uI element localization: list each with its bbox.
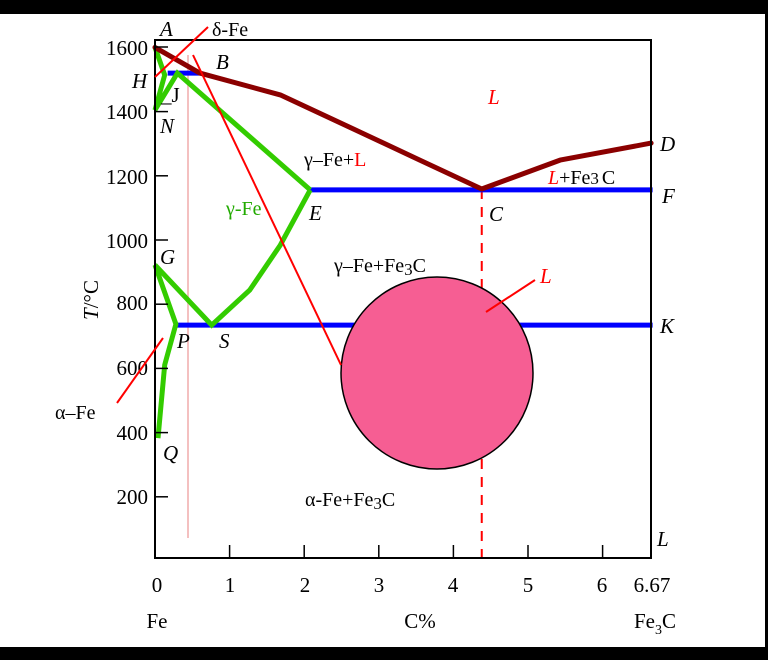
x-tick-label: 6.67 xyxy=(634,573,671,597)
point-N: N xyxy=(159,114,175,138)
point-H: H xyxy=(131,69,149,93)
y-tick-labels: 1600 1400 1200 1000 800 600 400 200 xyxy=(106,36,148,509)
point-L: L xyxy=(656,527,669,551)
x-tick-label: 3 xyxy=(374,573,385,597)
point-E: E xyxy=(308,201,322,225)
point-G: G xyxy=(160,245,175,269)
y-tick-label: 800 xyxy=(117,291,149,315)
point-J: _J xyxy=(160,83,180,107)
phase-alpha-plus-cementite: α-Fe+Fe3C xyxy=(305,489,395,513)
point-Q: Q xyxy=(163,441,178,465)
phase-gamma-fe: γ-Fe xyxy=(225,198,262,220)
plot-frame xyxy=(154,39,652,559)
x-tick-label: 1 xyxy=(225,573,236,597)
point-F: F xyxy=(661,184,675,208)
phase-delta-fe: δ-Fe xyxy=(212,19,248,41)
right-border xyxy=(765,0,768,660)
y-tick-label: 1000 xyxy=(106,229,148,253)
alpha-fe-pointer xyxy=(116,337,164,404)
magnified-liquid-label: L xyxy=(539,264,552,288)
point-labels: A H _J B N D F C E G P S K Q L xyxy=(131,17,675,551)
point-A: A xyxy=(158,17,173,41)
point-B: B xyxy=(216,50,229,74)
x-tick-label: 6 xyxy=(597,573,608,597)
y-tick-label: 600 xyxy=(117,356,149,380)
top-border xyxy=(0,0,768,14)
liquid-pointer xyxy=(485,279,536,313)
delta-fe-pointer xyxy=(154,26,209,78)
liquidus-line xyxy=(152,44,654,192)
pointer-lines xyxy=(116,26,536,404)
phase-boundary-green-1 xyxy=(152,188,313,439)
magnified-liquid-circle xyxy=(340,276,534,470)
phase-labels: L δ-Fe γ-Fe γ–Fe+L L+Fe3 C γ–Fe+Fe3C α-Fe… xyxy=(55,19,615,513)
point-S: S xyxy=(219,329,230,353)
x-right-label: Fe3C xyxy=(634,609,676,638)
y-tick-label: 400 xyxy=(117,421,149,445)
x-tick-label: 5 xyxy=(523,573,534,597)
phase-liquid: L xyxy=(487,85,500,109)
y-tick-label: 1600 xyxy=(106,36,148,60)
x-left-label: Fe xyxy=(147,609,168,633)
point-P: P xyxy=(176,329,190,353)
y-tick-label: 1400 xyxy=(106,100,148,124)
phase-alpha-fe: α–Fe xyxy=(55,402,96,424)
point-D: D xyxy=(659,132,675,156)
axis-ticks xyxy=(155,46,604,558)
magnifier-pointer xyxy=(192,54,342,366)
y-tick-label: 200 xyxy=(117,485,149,509)
x-tick-labels: 0 1 2 3 4 5 6 6.67 xyxy=(152,573,671,597)
point-C: C xyxy=(489,202,504,226)
point-K: K xyxy=(659,314,675,338)
phase-gamma-plus-cementite: γ–Fe+Fe3C xyxy=(333,255,426,279)
bottom-border xyxy=(0,647,768,660)
x-axis-label: C% xyxy=(404,609,436,633)
x-tick-label: 0 xyxy=(152,573,163,597)
phase-liquid-plus-cementite: L+Fe3 C xyxy=(547,167,615,189)
y-tick-label: 1200 xyxy=(106,165,148,189)
x-tick-label: 4 xyxy=(448,573,459,597)
x-tick-label: 2 xyxy=(300,573,311,597)
y-axis-label: T/°C xyxy=(79,280,103,320)
phase-gamma-plus-liquid: γ–Fe+L xyxy=(303,149,366,171)
